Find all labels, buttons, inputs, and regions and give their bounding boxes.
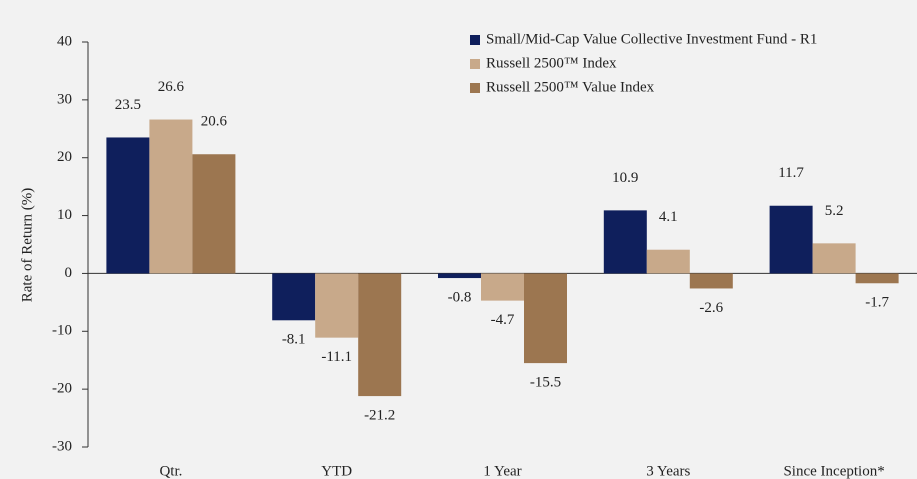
data-label: 23.5 [115, 97, 141, 113]
bar [192, 154, 236, 274]
y-axis-label: Rate of Return (%) [19, 188, 35, 303]
y-tick-label: 0 [65, 265, 73, 281]
y-tick-label: 40 [57, 33, 72, 49]
x-tick-label: Qtr. [159, 463, 182, 479]
y-tick-label: 10 [57, 207, 72, 223]
data-label: 26.6 [158, 79, 185, 95]
y-tick-label: 20 [57, 149, 72, 165]
data-label: 5.2 [825, 203, 844, 219]
y-tick-label: -30 [52, 438, 72, 454]
data-label: -15.5 [530, 375, 561, 391]
bar [106, 137, 150, 274]
data-label: -8.1 [282, 332, 306, 348]
bar [358, 273, 402, 397]
bar [315, 273, 359, 338]
data-label: -0.8 [448, 289, 472, 305]
bar [149, 119, 193, 274]
data-label: 10.9 [612, 170, 638, 186]
bar [689, 273, 733, 289]
legend-label: Russell 2500™ Value Index [486, 79, 655, 95]
bar [524, 273, 567, 364]
data-label: 20.6 [201, 114, 228, 130]
x-tick-label: 1 Year [483, 463, 521, 479]
legend-swatch [470, 35, 480, 45]
x-tick-label: YTD [321, 463, 352, 479]
x-tick-label: Since Inception* [783, 463, 884, 479]
data-label: -1.7 [865, 295, 889, 311]
legend-swatch [470, 83, 480, 93]
data-label: 4.1 [659, 209, 678, 225]
bar [855, 273, 899, 284]
x-tick-label: 3 Years [646, 463, 690, 479]
y-tick-label: -20 [52, 381, 72, 397]
bar [812, 243, 856, 274]
bar [272, 273, 316, 321]
y-tick-label: 30 [57, 91, 72, 107]
data-label: -4.7 [491, 312, 515, 328]
bar [769, 205, 813, 274]
bar [603, 210, 647, 274]
legend-label: Russell 2500™ Index [486, 55, 617, 71]
bar [646, 249, 690, 274]
data-label: -11.1 [321, 349, 352, 365]
y-tick-label: -10 [52, 323, 72, 339]
legend-swatch [470, 59, 480, 69]
bar [438, 273, 481, 279]
legend-label: Small/Mid-Cap Value Collective Investmen… [486, 31, 817, 47]
data-label: -2.6 [699, 300, 723, 316]
data-label: 11.7 [778, 165, 804, 181]
bar [481, 273, 524, 301]
data-label: -21.2 [364, 408, 395, 424]
